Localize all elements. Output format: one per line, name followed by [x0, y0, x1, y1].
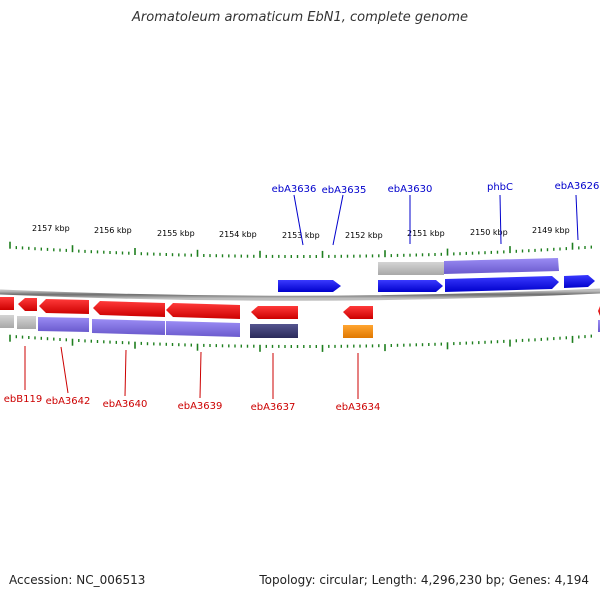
accession-text: Accession: NC_006513 [9, 573, 146, 587]
outer-tick-row [9, 241, 592, 258]
forward-gene-arrow[interactable] [378, 280, 443, 292]
gene-cog-bar[interactable] [92, 319, 165, 335]
scale-label: 2151 kbp [407, 229, 445, 238]
scale-label: 2155 kbp [157, 229, 195, 238]
scale-label: 2157 kbp [32, 224, 70, 233]
gene-cog-bar[interactable] [343, 325, 373, 338]
forward-gene-label[interactable]: ebA3635 [322, 185, 367, 196]
forward-gene-label[interactable]: ebA3630 [388, 184, 433, 195]
reverse-gene-label[interactable]: ebA3642 [46, 396, 91, 407]
forward-gene-label[interactable]: ebA3626 [555, 181, 600, 192]
scale-label: 2154 kbp [219, 230, 257, 239]
scale-label: 2152 kbp [345, 231, 383, 240]
reverse-gene-label[interactable]: ebA3639 [178, 401, 223, 412]
inner-tick-row [9, 334, 592, 352]
scale-label: 2149 kbp [532, 226, 570, 235]
reverse-gene-label[interactable]: ebA3637 [251, 402, 296, 413]
forward-gene-leader [499, 194, 502, 245]
gene-cog-bar[interactable] [0, 315, 14, 328]
forward-gene-arrow[interactable] [445, 276, 559, 292]
forward-gene-arrow[interactable] [564, 275, 595, 288]
reverse-gene-label[interactable]: ebA3640 [103, 399, 148, 410]
reverse-gene-label[interactable]: ebA3634 [336, 402, 381, 413]
genome-title: Aromatoleum aromaticum EbN1, complete ge… [132, 10, 468, 25]
gene-cog-bar[interactable] [38, 317, 89, 332]
forward-gene-label[interactable]: ebA3636 [272, 184, 317, 195]
reverse-gene-arrow[interactable] [166, 303, 240, 319]
reverse-gene-arrow[interactable] [0, 297, 14, 310]
gene-cog-bar[interactable] [166, 321, 240, 337]
gene-cog-bar[interactable] [250, 324, 298, 338]
reverse-gene-leader [60, 346, 69, 394]
reverse-gene-arrow[interactable] [18, 298, 37, 311]
forward-gene-leader [575, 194, 579, 241]
gene-cog-bar[interactable] [17, 316, 36, 329]
gene-cog-bar[interactable] [444, 258, 559, 274]
genome-backbone [0, 288, 600, 301]
forward-gene-label[interactable]: phbC [487, 182, 513, 193]
reverse-gene-arrow[interactable] [39, 299, 89, 314]
reverse-gene-leader [124, 349, 127, 397]
reverse-gene-leader [199, 351, 202, 399]
scale-label: 2150 kbp [470, 228, 508, 237]
forward-gene-leader [332, 194, 344, 246]
forward-gene-leader [293, 194, 304, 246]
forward-gene-arrow[interactable] [278, 280, 341, 292]
topology-text: Topology: circular; Length: 4,296,230 bp… [259, 573, 589, 587]
reverse-gene-arrow[interactable] [93, 301, 165, 317]
reverse-gene-label[interactable]: ebB119 [4, 394, 42, 405]
gene-cog-bar[interactable] [378, 262, 444, 275]
reverse-gene-arrow[interactable] [343, 306, 373, 319]
reverse-gene-arrow[interactable] [251, 306, 298, 319]
scale-label: 2156 kbp [94, 226, 132, 235]
